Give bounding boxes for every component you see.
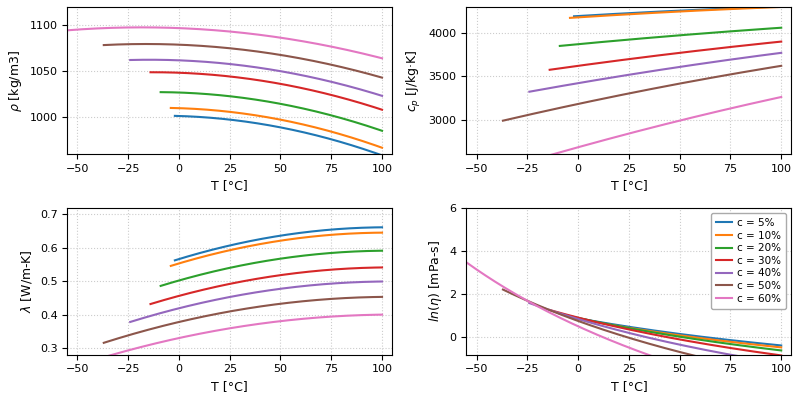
- X-axis label: T [°C]: T [°C]: [610, 380, 647, 393]
- X-axis label: T [°C]: T [°C]: [211, 180, 248, 192]
- Y-axis label: $\rho$ [kg/m3]: $\rho$ [kg/m3]: [7, 50, 24, 112]
- X-axis label: T [°C]: T [°C]: [610, 180, 647, 192]
- Y-axis label: $c_p$ [J/kg·K]: $c_p$ [J/kg·K]: [405, 49, 423, 112]
- Y-axis label: $\lambda$ [W/m-K]: $\lambda$ [W/m-K]: [19, 249, 34, 313]
- X-axis label: T [°C]: T [°C]: [211, 380, 248, 393]
- Legend: c = 5%, c = 10%, c = 20%, c = 30%, c = 40%, c = 50%, c = 60%: c = 5%, c = 10%, c = 20%, c = 30%, c = 4…: [711, 213, 786, 309]
- Y-axis label: $\mathit{ln}(\eta)$ [mPa-s]: $\mathit{ln}(\eta)$ [mPa-s]: [427, 240, 444, 322]
